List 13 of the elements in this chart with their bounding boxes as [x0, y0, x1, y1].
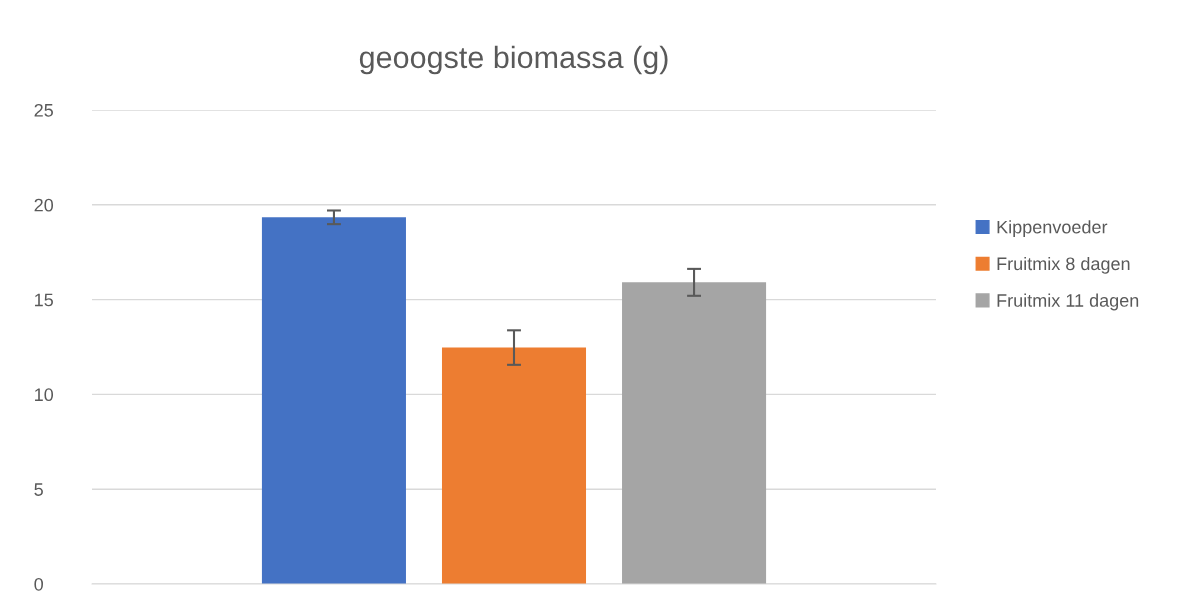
y-tick-label: 15 [35, 293, 53, 307]
y-tick-label: 10 [35, 388, 54, 402]
legend-label: Fruitmix 8 dagen [997, 256, 1130, 274]
bar [622, 282, 767, 584]
bar [441, 347, 587, 584]
bar [261, 217, 406, 584]
y-tick-label: 25 [34, 103, 53, 117]
legend-label: Fruitmix 11 dagen [997, 293, 1139, 311]
y-tick-label: 0 [34, 577, 43, 591]
chart-title: geoogste biomassa (g) [359, 45, 668, 75]
y-tick-label: 5 [34, 483, 43, 496]
legend-label: Kippenvoeder [997, 220, 1108, 238]
y-tick-label: 20 [34, 198, 54, 212]
